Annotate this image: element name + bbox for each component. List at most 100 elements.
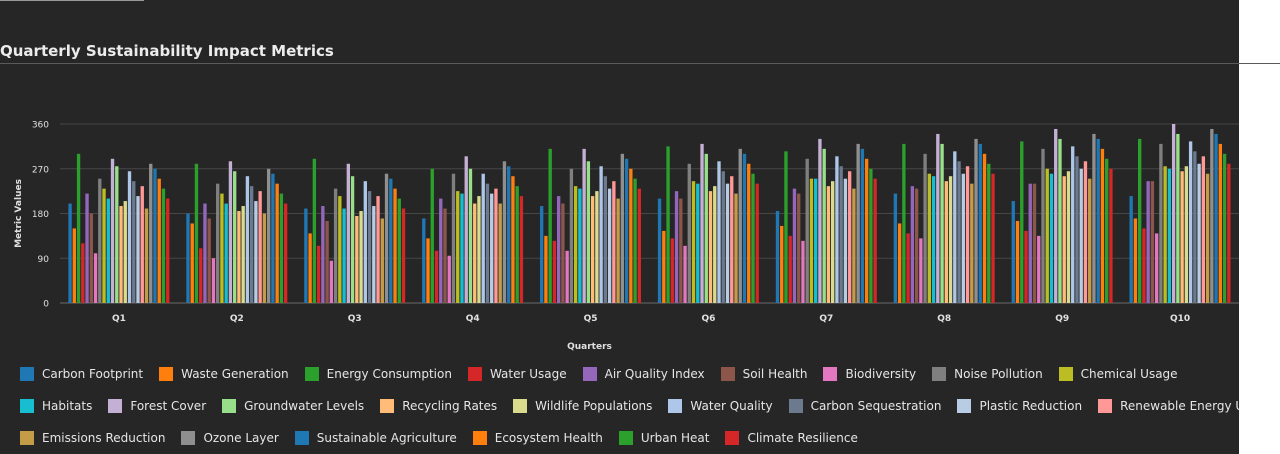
bar bbox=[674, 191, 679, 303]
bar bbox=[140, 186, 144, 303]
bar bbox=[85, 193, 89, 303]
legend-swatch bbox=[788, 399, 803, 413]
bar bbox=[569, 168, 574, 303]
x-tick-label: Q9 bbox=[1055, 314, 1069, 324]
bar bbox=[869, 168, 873, 303]
bar bbox=[839, 166, 843, 303]
bar bbox=[936, 133, 940, 303]
legend-item: Waste Generation bbox=[159, 366, 289, 382]
bar bbox=[123, 201, 127, 303]
bar bbox=[1011, 201, 1015, 303]
bar bbox=[742, 153, 747, 303]
legend-swatch bbox=[1098, 399, 1113, 413]
bar bbox=[473, 203, 477, 303]
legend-item: Groundwater Levels bbox=[222, 398, 364, 414]
bar bbox=[153, 168, 157, 303]
bar bbox=[624, 158, 629, 303]
bar bbox=[704, 153, 708, 303]
bar bbox=[220, 193, 224, 303]
bar bbox=[494, 188, 498, 303]
bar bbox=[321, 206, 325, 303]
y-tick-label: 270 bbox=[32, 165, 49, 175]
bar bbox=[451, 173, 456, 303]
bar bbox=[906, 233, 910, 303]
bar bbox=[190, 223, 194, 303]
x-tick-label: Q10 bbox=[1170, 314, 1190, 324]
bar bbox=[987, 163, 991, 303]
bar bbox=[978, 143, 982, 303]
bar bbox=[1083, 161, 1088, 303]
bar bbox=[1079, 168, 1083, 303]
bar bbox=[1071, 146, 1075, 303]
x-tick-label: Q3 bbox=[348, 314, 362, 324]
bar bbox=[893, 193, 898, 303]
bar bbox=[797, 193, 801, 303]
legend-label: Carbon Footprint bbox=[42, 367, 144, 381]
bar bbox=[982, 153, 987, 303]
bar bbox=[873, 178, 877, 303]
bar bbox=[590, 196, 595, 303]
legend-label: Renewable Energy Usage bbox=[1120, 399, 1239, 413]
legend-swatch bbox=[725, 431, 740, 445]
bar bbox=[578, 188, 582, 303]
bar bbox=[826, 186, 831, 303]
legend-item: Ozone Layer bbox=[181, 430, 279, 446]
chart-title: Quarterly Sustainability Impact Metrics bbox=[0, 42, 334, 60]
bar bbox=[233, 171, 237, 303]
bar bbox=[1180, 171, 1184, 303]
bar bbox=[616, 198, 620, 303]
bar bbox=[89, 213, 93, 303]
legend-item: Carbon Sequestration bbox=[788, 398, 941, 414]
legend-item: Recycling Rates bbox=[380, 398, 497, 414]
legend-swatch bbox=[823, 367, 838, 381]
bar bbox=[540, 206, 544, 303]
bar bbox=[809, 178, 814, 303]
bar bbox=[607, 188, 612, 303]
bar bbox=[747, 163, 751, 303]
top-tab-indicator bbox=[0, 0, 144, 1]
bar bbox=[683, 245, 687, 303]
bar bbox=[72, 228, 76, 303]
legend-item: Habitats bbox=[20, 398, 92, 414]
bar bbox=[237, 211, 241, 303]
legend-swatch bbox=[304, 367, 319, 381]
bar bbox=[157, 178, 161, 303]
legend-label: Forest Cover bbox=[130, 399, 207, 413]
bar bbox=[1020, 141, 1024, 303]
bar bbox=[102, 188, 106, 303]
bar bbox=[902, 143, 906, 303]
legend-label: Wildlife Populations bbox=[535, 399, 653, 413]
legend-label: Noise Pollution bbox=[954, 367, 1043, 381]
legend-label: Soil Health bbox=[742, 367, 808, 381]
legend-swatch bbox=[380, 399, 395, 413]
legend-item: Wildlife Populations bbox=[513, 398, 652, 414]
legend-label: Climate Resilience bbox=[747, 431, 858, 445]
legend-item: Water Quality bbox=[668, 398, 773, 414]
bar bbox=[603, 176, 608, 303]
bar bbox=[1015, 220, 1020, 303]
bar bbox=[1100, 148, 1105, 303]
legend-label: Air Quality Index bbox=[604, 367, 705, 381]
bar bbox=[279, 193, 284, 303]
legend-item: Emissions Reduction bbox=[20, 430, 165, 446]
bar bbox=[1092, 133, 1096, 303]
bar bbox=[582, 148, 586, 303]
bar bbox=[161, 188, 166, 303]
bar bbox=[1062, 176, 1066, 303]
bar bbox=[312, 158, 317, 303]
bar bbox=[1150, 181, 1155, 303]
bar bbox=[502, 161, 507, 303]
bar bbox=[734, 193, 738, 303]
y-tick-label: 180 bbox=[32, 210, 49, 220]
bar bbox=[1167, 168, 1172, 303]
bar bbox=[599, 166, 603, 303]
gridlines bbox=[60, 123, 1239, 304]
bar bbox=[166, 198, 170, 303]
bar bbox=[434, 250, 439, 303]
bar bbox=[308, 233, 312, 303]
bar bbox=[468, 168, 473, 303]
bar bbox=[965, 166, 970, 303]
bar bbox=[717, 161, 721, 303]
bar bbox=[456, 191, 460, 303]
bar bbox=[258, 191, 262, 303]
